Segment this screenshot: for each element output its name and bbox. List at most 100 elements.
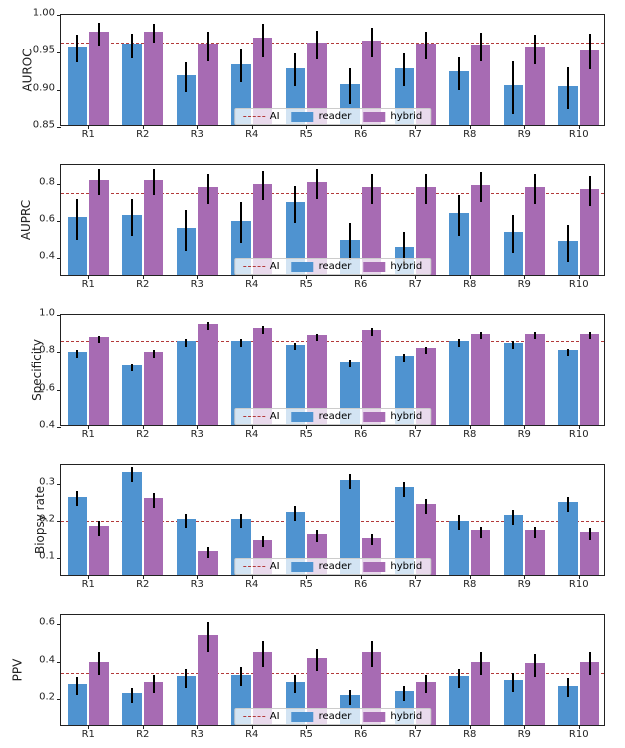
legend-label: reader [319,711,352,722]
ytick-label: 0.85 [33,120,55,131]
legend: AIreaderhybrid [234,258,431,275]
hybrid-bar [198,187,218,275]
xtick-label: R4 [245,729,258,740]
xtick-label: R8 [463,729,476,740]
legend-swatch-line [243,566,265,567]
reader-bar [122,472,142,575]
legend-item-reader: reader [292,561,352,572]
reader-bar [558,241,578,275]
reader-bar [449,213,469,275]
reader-bar [68,684,88,725]
xtick-label: R10 [569,429,589,440]
ylabel: PPV [6,663,20,677]
legend: AIreaderhybrid [234,108,431,125]
xtick-label: R8 [463,129,476,140]
xtick-label: R4 [245,279,258,290]
legend-label: hybrid [390,261,422,272]
legend-swatch-bar [292,562,314,572]
legend-label: reader [319,411,352,422]
ytick-label: 1.00 [33,8,55,19]
xtick-label: R7 [409,279,422,290]
reader-bar [449,341,469,425]
legend-item-ai: AI [243,711,280,722]
legend-swatch-bar [363,562,385,572]
reader-bar [504,680,524,725]
xtick-label: R6 [354,429,367,440]
ytick-label: 0.6 [39,617,55,628]
ytick-label: 0.4 [39,420,55,431]
legend-swatch-line [243,716,265,717]
reader-bar [449,71,469,125]
xtick-label: R3 [191,429,204,440]
legend-item-ai: AI [243,561,280,572]
hybrid-bar [580,662,600,725]
hybrid-bar [471,662,491,725]
reader-bar [68,497,88,575]
xtick-label: R6 [354,279,367,290]
legend-item-hybrid: hybrid [363,711,422,722]
reader-bar [177,519,197,575]
legend-item-ai: AI [243,411,280,422]
xtick-label: R2 [136,279,149,290]
xtick-label: R2 [136,729,149,740]
hybrid-bar [580,189,600,275]
xtick-label: R8 [463,429,476,440]
legend-swatch-bar [292,262,314,272]
ytick-label: 0.95 [33,45,55,56]
legend-item-reader: reader [292,711,352,722]
legend: AIreaderhybrid [234,558,431,575]
reader-bar [558,502,578,575]
hybrid-bar [580,334,600,425]
xtick-label: R7 [409,729,422,740]
ytick-mark [57,427,61,428]
hybrid-bar [198,551,218,575]
xtick-label: R5 [300,429,313,440]
hybrid-bar [198,44,218,125]
reader-bar [68,217,88,275]
xtick-label: R9 [518,729,531,740]
xtick-label: R9 [518,129,531,140]
legend-swatch-bar [292,712,314,722]
reader-bar [122,215,142,275]
xtick-label: R9 [518,279,531,290]
ytick-mark [57,127,61,128]
xtick-label: R2 [136,429,149,440]
xtick-label: R9 [518,429,531,440]
xtick-label: R2 [136,579,149,590]
legend-swatch-line [243,266,265,267]
xtick-label: R5 [300,279,313,290]
reader-bar [558,686,578,725]
xtick-label: R10 [569,579,589,590]
ylabel-text: Specificity [30,339,44,401]
legend-item-ai: AI [243,111,280,122]
reader-bar [122,44,142,125]
ytick-label: 0.2 [39,692,55,703]
panel-auprc: 0.40.60.8R1R2R3R4R5R6R7R8R9R10AIreaderhy… [60,164,605,276]
xtick-label: R3 [191,579,204,590]
legend-item-hybrid: hybrid [363,111,422,122]
ylabel-text: AUPRC [19,200,33,240]
xtick-label: R1 [82,129,95,140]
reader-bar [177,228,197,275]
ytick-mark [57,352,61,353]
hybrid-bar [144,498,164,575]
reader-bar [177,341,197,425]
legend: AI reader hybrid [234,708,431,725]
hybrid-bar [144,32,164,125]
legend-label: AI [270,711,280,722]
ylabel-text: Biopsy rate [33,486,47,554]
ylabel: Biopsy rate [6,513,20,527]
legend-item-reader: reader [292,411,352,422]
reader-bar [177,676,197,725]
reader-bar [449,521,469,575]
xtick-label: R3 [191,279,204,290]
hybrid-bar [144,682,164,725]
hybrid-bar [471,334,491,425]
ytick-mark [57,484,61,485]
xtick-label: R6 [354,129,367,140]
ytick-mark [57,221,61,222]
legend-swatch-bar [363,112,385,122]
ytick-mark [57,52,61,53]
hybrid-bar [471,185,491,275]
reader-bar [122,365,142,425]
